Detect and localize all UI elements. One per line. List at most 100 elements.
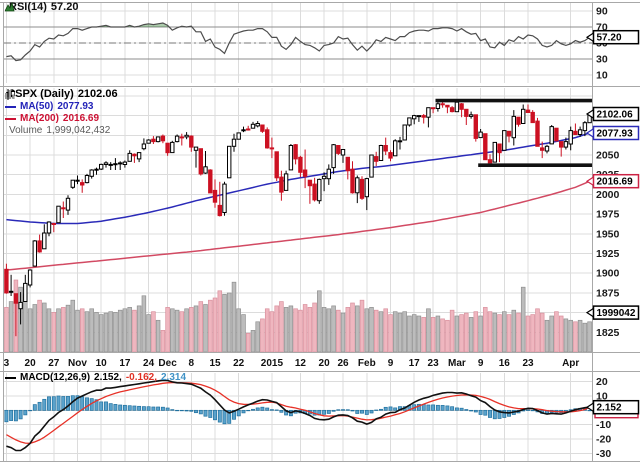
macd-hist-bar: [4, 409, 9, 423]
ma50-label: MA(50): [20, 101, 54, 112]
candle-body: [506, 130, 512, 137]
candle-body: [18, 301, 23, 310]
price-annotation-lines: [435, 98, 592, 167]
axis-tick-label: -30: [596, 448, 611, 460]
volume-bar: [506, 314, 512, 353]
ma200-line: [6, 180, 590, 271]
macd-hist-bar: [360, 409, 364, 414]
svg-text:57.20: 57.20: [597, 33, 622, 44]
axis-tick-label: 1825: [596, 327, 620, 339]
candle-body: [89, 169, 94, 177]
candle-body: [37, 240, 42, 253]
candle-body: [355, 177, 360, 194]
candle-body: [459, 103, 464, 110]
volume-bar: [283, 307, 289, 353]
volume-value-box: 1999042: [585, 305, 640, 320]
candle-body: [288, 145, 294, 171]
volume-bar: [170, 308, 175, 353]
x-axis-labels: 3 20 27 Nov 10 17 24 Dec 8 15 22 2015 12 20 26 Feb 9 17 23…: [4, 358, 580, 369]
macd-hist-bar: [379, 408, 383, 411]
volume-row: Volume 1,999,042,432: [5, 90, 111, 136]
candle-body: [435, 103, 441, 110]
volume-bar: [355, 305, 360, 353]
macd-hist-bar: [341, 409, 345, 411]
candle-body: [61, 207, 66, 210]
macd-hist-bar: [488, 409, 492, 418]
volume-bar: [402, 311, 407, 353]
volume-bar: [307, 307, 313, 353]
volume-bar: [226, 292, 232, 353]
macd-hist-bar: [255, 407, 260, 411]
volume-bar: [525, 315, 531, 353]
x-tick-label: 20: [25, 358, 37, 369]
candle-body: [412, 115, 417, 120]
volume-bar: [312, 302, 317, 353]
candle-body: [293, 144, 298, 160]
x-tick-label: 2015: [261, 358, 284, 369]
macd-hist-bar: [217, 409, 222, 423]
macd-hist-bar: [336, 409, 341, 411]
candle-body: [302, 169, 308, 177]
candle-body: [521, 108, 526, 125]
candle-body: [511, 115, 516, 139]
candle-body: [227, 145, 232, 179]
volume-bar: [321, 307, 327, 353]
macd-hist-bar: [94, 399, 99, 411]
macd-hist-bar: [587, 409, 592, 412]
volume-bar: [459, 314, 464, 353]
macd-hist-bar: [492, 409, 497, 420]
candle-body: [340, 149, 346, 156]
macd-hist-bar: [232, 409, 236, 420]
volume-bar: [549, 315, 554, 353]
volume-bar: [411, 314, 417, 353]
candle-body: [478, 131, 483, 139]
macd-hist-bar: [530, 409, 535, 412]
ma200-line-swatch: [5, 118, 16, 120]
macd-hist-bar: [431, 404, 436, 411]
candle-body: [84, 175, 90, 184]
macd-hist-bar: [563, 409, 568, 412]
volume-bar: [487, 311, 493, 353]
volume-bar: [108, 311, 113, 353]
volume-bar: [245, 332, 251, 353]
candle-body: [563, 141, 569, 148]
candle-body: [265, 129, 270, 149]
axis-tick-label: 2000: [596, 189, 620, 201]
candle-body: [27, 269, 33, 286]
ma50-line: [6, 132, 590, 225]
volume-bar: [42, 302, 47, 353]
rsi-line: [6, 22, 590, 62]
volume-bar: [468, 317, 474, 353]
macd-hist-bar: [388, 406, 393, 411]
x-tick-label: 23: [428, 358, 440, 369]
symbol-row: $SPX (Daily) 2102.06: [5, 89, 118, 100]
macd-hist-bar: [265, 407, 270, 411]
macd-hist-bar: [393, 407, 398, 411]
macd-hist-bar: [28, 409, 33, 412]
axis-tick-label: 1900: [596, 268, 620, 280]
x-tick-label: 15: [209, 358, 221, 369]
volume-bar: [264, 308, 270, 353]
macd-hist-bar: [445, 405, 450, 411]
candle-body: [208, 169, 213, 194]
volume-bar: [184, 308, 189, 353]
candle-body: [212, 189, 218, 203]
candle-body: [483, 133, 488, 161]
axis-tick-label: 2050: [596, 150, 620, 162]
candle-body: [525, 109, 531, 113]
volume-bar: [231, 281, 237, 353]
candle-body: [416, 115, 422, 118]
candle-body: [307, 179, 313, 187]
y-axis-labels: 9070503010205020252000197519501925190018…: [596, 6, 620, 460]
candle-body: [582, 122, 588, 132]
macd-hist-bar: [203, 409, 208, 417]
svg-text:2.152: 2.152: [597, 403, 622, 414]
volume-value: 1,999,042,432: [46, 125, 111, 136]
rsi-value: 57.20: [50, 1, 79, 13]
volume-bar: [179, 311, 185, 353]
rsi-label: RSI(14): [9, 1, 47, 13]
volume-bar: [573, 321, 578, 353]
candle-body: [250, 123, 256, 129]
macd-hist-bar: [369, 409, 374, 414]
volume-bar: [426, 308, 431, 353]
